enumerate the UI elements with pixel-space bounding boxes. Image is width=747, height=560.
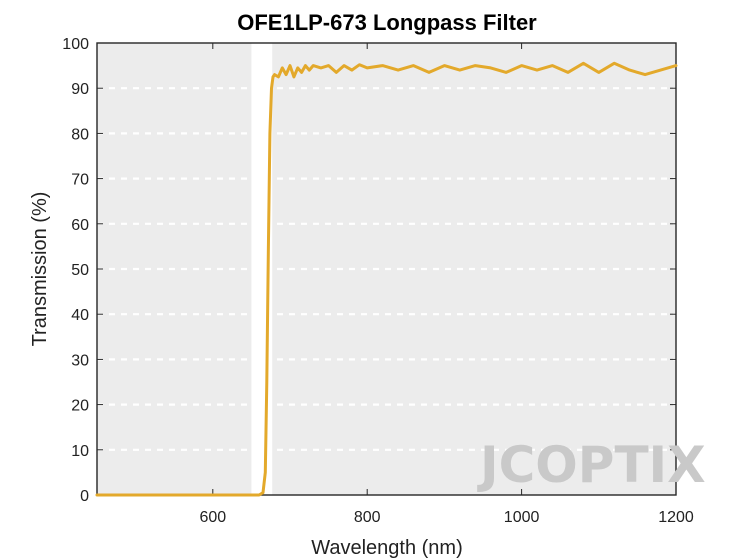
y-tick-label: 90 — [71, 81, 89, 98]
watermark: JCOPTIX — [477, 436, 706, 494]
y-tick-label: 60 — [71, 217, 89, 234]
y-tick-label: 100 — [62, 36, 89, 53]
y-tick-label: 10 — [71, 443, 89, 460]
chart-marks — [95, 61, 678, 497]
x-tick-label: 600 — [199, 509, 226, 526]
y-tick-label: 40 — [71, 307, 89, 324]
y-tick-label: 80 — [71, 126, 89, 143]
y-tick-label: 70 — [71, 172, 89, 189]
y-axis-label: Transmission (%) — [29, 192, 51, 347]
x-axis-label: Wavelength (nm) — [311, 537, 463, 559]
y-tick-label: 50 — [71, 262, 89, 279]
plot-area — [96, 42, 677, 496]
x-tick-label: 800 — [354, 509, 381, 526]
y-tick-label: 20 — [71, 398, 89, 415]
series-line — [95, 61, 678, 497]
y-tick-label: 30 — [71, 352, 89, 369]
chart-title: OFE1LP-673 Longpass Filter — [237, 10, 537, 35]
x-tick-label: 1000 — [504, 509, 540, 526]
tick-labels: 0 10 20 30 40 50 60 70 80 90 100 600 800 1000 1200 — [62, 36, 694, 526]
x-tick-label: 1200 — [658, 509, 694, 526]
y-tick-label: 0 — [80, 488, 89, 505]
